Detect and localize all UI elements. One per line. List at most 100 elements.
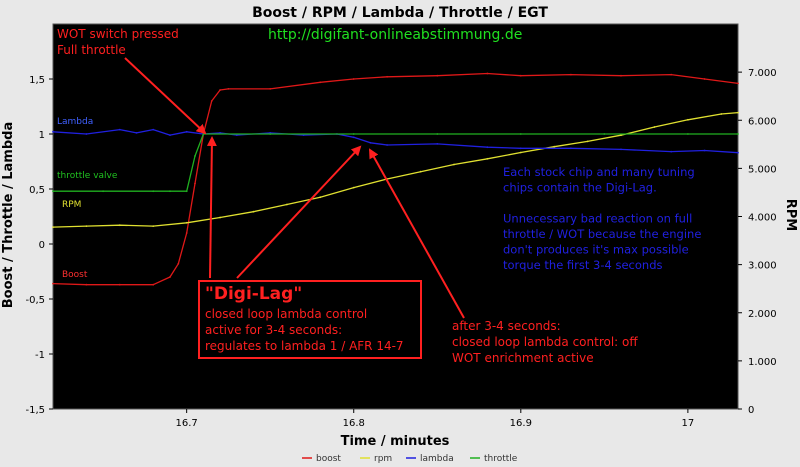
data-point-throttle (436, 133, 439, 135)
data-point-boost (737, 82, 739, 85)
data-point-boost (269, 88, 272, 90)
annotation-layer: Lambda throttle valve RPM Boost http://digif… (57, 27, 701, 365)
data-point-rpm (419, 170, 422, 173)
data-point-lambda (52, 130, 54, 133)
info-annotation-line: torque the first 3-4 seconds (503, 258, 663, 272)
y-tick-label-left: -1,5 (25, 405, 45, 416)
data-point-throttle (152, 190, 155, 193)
data-point-boost (519, 74, 522, 77)
series-label: Lambda (57, 117, 93, 127)
y-axis-label-left: Boost / Throttle / Lambda (1, 122, 16, 308)
legend-label-lambda: lambda (420, 454, 454, 464)
data-point-lambda (369, 141, 372, 144)
data-point-boost (227, 88, 230, 90)
data-point-throttle (102, 190, 104, 193)
data-point-boost (319, 81, 322, 84)
digilag-box (198, 280, 422, 359)
y-tick-label-left: 1,5 (29, 75, 45, 86)
y-tick-label-right: 2.000 (748, 309, 777, 320)
data-point-lambda (169, 134, 171, 137)
y-tick-label-right: 1.000 (748, 357, 777, 368)
wot-annotation-line: Full throttle (57, 43, 126, 57)
data-point-rpm (219, 216, 222, 219)
y-axis-label-right: RPM (783, 199, 798, 231)
data-point-lambda (302, 134, 305, 137)
data-point-throttle (603, 133, 606, 135)
y-tick-label-right: 0 (748, 405, 754, 416)
data-point-rpm (152, 225, 155, 228)
data-point-rpm (319, 196, 322, 199)
website-label: http://digifant-onlineabstimmung.de (268, 27, 522, 43)
data-point-rpm (352, 186, 355, 189)
y-tick-label-right: 3.000 (748, 261, 777, 272)
data-point-lambda (486, 146, 489, 149)
series-line-throttle (53, 133, 738, 192)
data-point-rpm (737, 111, 739, 114)
data-point-throttle (352, 133, 355, 135)
data-point-boost (194, 182, 196, 185)
data-point-boost (352, 78, 355, 80)
y-tick-label-left: 0,5 (29, 185, 45, 196)
data-point-lambda (152, 128, 155, 131)
y-tick-label-right: 6.000 (748, 116, 777, 127)
data-point-rpm (286, 203, 288, 206)
data-point-lambda (670, 150, 673, 153)
data-point-rpm (52, 226, 54, 229)
after-annotation-line: closed loop lambda control: off (452, 335, 638, 349)
data-point-boost (703, 78, 706, 80)
axes-layer: 1,5 1 0,5 0 -0,5 -1 -1,5 7.000 6.000 5.000 4.000 3.… (25, 68, 776, 429)
data-point-boost (670, 73, 673, 76)
data-point-rpm (453, 163, 455, 166)
digilag-line: regulates to lambda 1 / AFR 14-7 (205, 339, 404, 353)
data-point-rpm (118, 224, 121, 227)
annotation-arrow (206, 136, 217, 279)
data-point-lambda (436, 143, 439, 145)
data-point-boost (570, 73, 572, 76)
data-point-boost (185, 232, 188, 234)
info-annotation-line: Each stock chip and many tuning (503, 165, 695, 179)
data-point-lambda (352, 136, 355, 139)
data-point-lambda (620, 148, 622, 151)
info-annotation-line: Unnecessary bad reaction on full (503, 212, 692, 226)
series-line-rpm (52, 111, 739, 228)
data-point-rpm (553, 145, 556, 148)
series-label: throttle valve (57, 171, 118, 181)
series-label: RPM (62, 200, 81, 210)
info-annotation-line: chips contain the Digi-Lag. (503, 181, 657, 195)
series-line-boost (52, 72, 739, 286)
data-point-rpm (486, 157, 489, 160)
data-point-boost (436, 74, 439, 77)
data-point-rpm (185, 221, 188, 224)
data-point-boost (85, 283, 88, 286)
after-annotation-line: WOT enrichment active (452, 351, 594, 365)
data-point-boost (620, 74, 622, 77)
data-point-rpm (620, 134, 622, 137)
data-point-rpm (252, 210, 255, 213)
series-layer (52, 72, 739, 286)
data-point-lambda (135, 132, 138, 134)
y-tick-label-right: 4.000 (748, 213, 777, 224)
legend-label-boost: boost (316, 454, 341, 464)
data-point-throttle (269, 133, 272, 135)
data-point-boost (177, 262, 180, 265)
data-point-boost (486, 72, 489, 75)
data-point-throttle (194, 155, 196, 157)
data-point-rpm (519, 151, 522, 154)
y-tick-label-right: 7.000 (748, 68, 777, 79)
data-point-boost (210, 100, 213, 102)
data-point-lambda (118, 128, 121, 131)
wot-annotation-line: WOT switch pressed (57, 27, 179, 41)
data-point-rpm (687, 118, 689, 121)
data-point-lambda (519, 147, 522, 150)
digilag-title: "Digi-Lag" (205, 284, 302, 304)
info-annotation-line: throttle / WOT because the engine (503, 227, 701, 241)
digilag-line: closed loop lambda control (205, 307, 367, 321)
data-point-boost (386, 75, 388, 78)
data-point-boost (169, 276, 171, 278)
data-point-lambda (570, 147, 572, 150)
data-point-lambda (235, 134, 238, 137)
data-point-boost (118, 283, 121, 286)
legend-label-rpm: rpm (374, 454, 392, 464)
data-point-rpm (85, 225, 88, 228)
